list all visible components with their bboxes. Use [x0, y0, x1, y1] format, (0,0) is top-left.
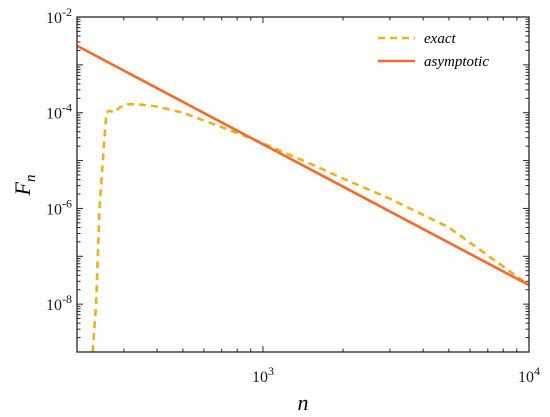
- tick-label-y-4: 10-4: [46, 101, 72, 123]
- plot-frame: [76, 16, 530, 353]
- legend: exact asymptotic: [370, 25, 522, 75]
- legend-entry-asymptotic: asymptotic: [424, 54, 489, 70]
- ticks-layer: 103 104 10-2 10-4 10-6 10-8: [46, 5, 540, 386]
- y-axis-label: Fn: [10, 175, 39, 197]
- legend-box: [370, 25, 522, 75]
- tick-label-y-2: 10-2: [46, 5, 72, 27]
- tick-label-y-8: 10-8: [46, 292, 72, 314]
- tick-label-x-4: 104: [518, 364, 540, 386]
- series-line-asymptotic: [77, 44, 529, 287]
- x-axis-label: n: [298, 390, 309, 415]
- y-axis-label-subscript: n: [23, 175, 39, 183]
- legend-entry-exact: exact: [424, 31, 456, 47]
- tick-label-x-3: 103: [252, 364, 274, 386]
- y-axis-label-main: F: [10, 181, 35, 196]
- series-line-exact: [91, 102, 529, 352]
- plot-layer: [77, 44, 529, 352]
- tick-label-y-6: 10-6: [46, 196, 72, 218]
